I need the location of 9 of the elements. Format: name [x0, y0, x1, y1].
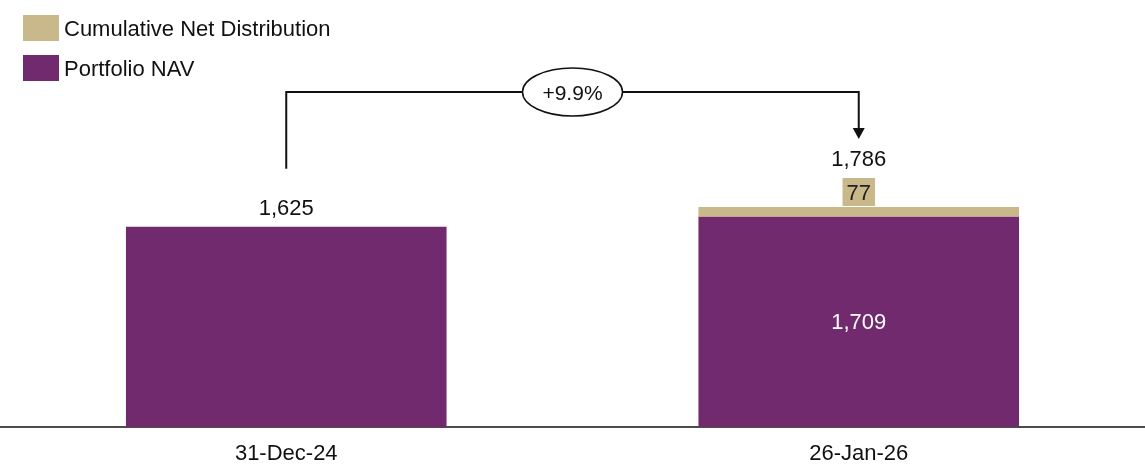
data-label: 1,709 — [831, 309, 887, 335]
total-label: 1,625 — [258, 195, 314, 221]
total-label: 1,786 — [831, 145, 887, 171]
x-tick-label: 26-Jan-26 — [809, 439, 909, 465]
legend-label: Cumulative Net Distribution — [64, 15, 331, 41]
data-label: 77 — [846, 179, 871, 205]
x-tick-label: 31-Dec-24 — [234, 439, 338, 465]
legend-label: Portfolio NAV — [64, 55, 195, 81]
text: +9.9% — [542, 81, 603, 104]
